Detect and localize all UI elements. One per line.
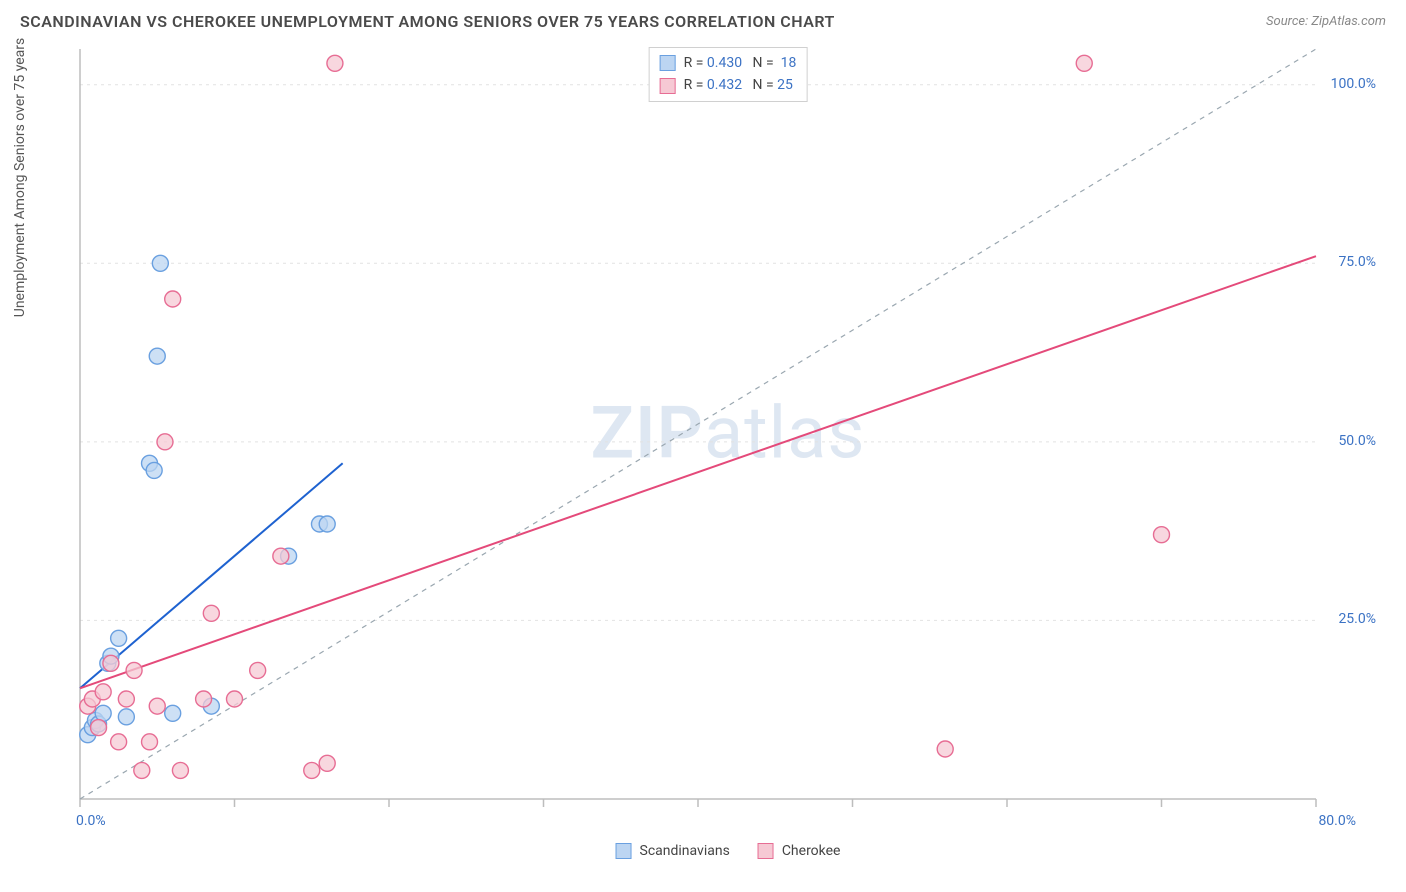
tick-label: 100.0% (1331, 76, 1376, 92)
source-credit: Source: ZipAtlas.com (1266, 14, 1386, 29)
tick-label: 80.0% (1318, 813, 1356, 829)
chart-title: SCANDINAVIAN VS CHEROKEE UNEMPLOYMENT AM… (20, 12, 835, 31)
stats-legend: R = 0.430 N = 18 R = 0.432 N = 25 (649, 47, 808, 102)
scatter-plot (70, 39, 1386, 859)
swatch-scandinavians (660, 55, 676, 71)
tick-label: 25.0% (1338, 611, 1376, 627)
legend-item-scandinavians: Scandinavians (616, 843, 730, 859)
legend-item-cherokee: Cherokee (758, 843, 841, 859)
stats-row-cherokee: R = 0.432 N = 25 (660, 74, 797, 96)
stats-row-scandinavians: R = 0.430 N = 18 (660, 52, 797, 74)
tick-label: 0.0% (76, 813, 106, 829)
y-axis-label: Unemployment Among Seniors over 75 years (12, 38, 28, 318)
tick-label: 75.0% (1338, 254, 1376, 270)
series-legend: Scandinavians Cherokee (616, 843, 841, 859)
tick-label: 50.0% (1338, 433, 1376, 449)
swatch-cherokee (660, 78, 676, 94)
chart-area: Unemployment Among Seniors over 75 years… (70, 39, 1386, 859)
